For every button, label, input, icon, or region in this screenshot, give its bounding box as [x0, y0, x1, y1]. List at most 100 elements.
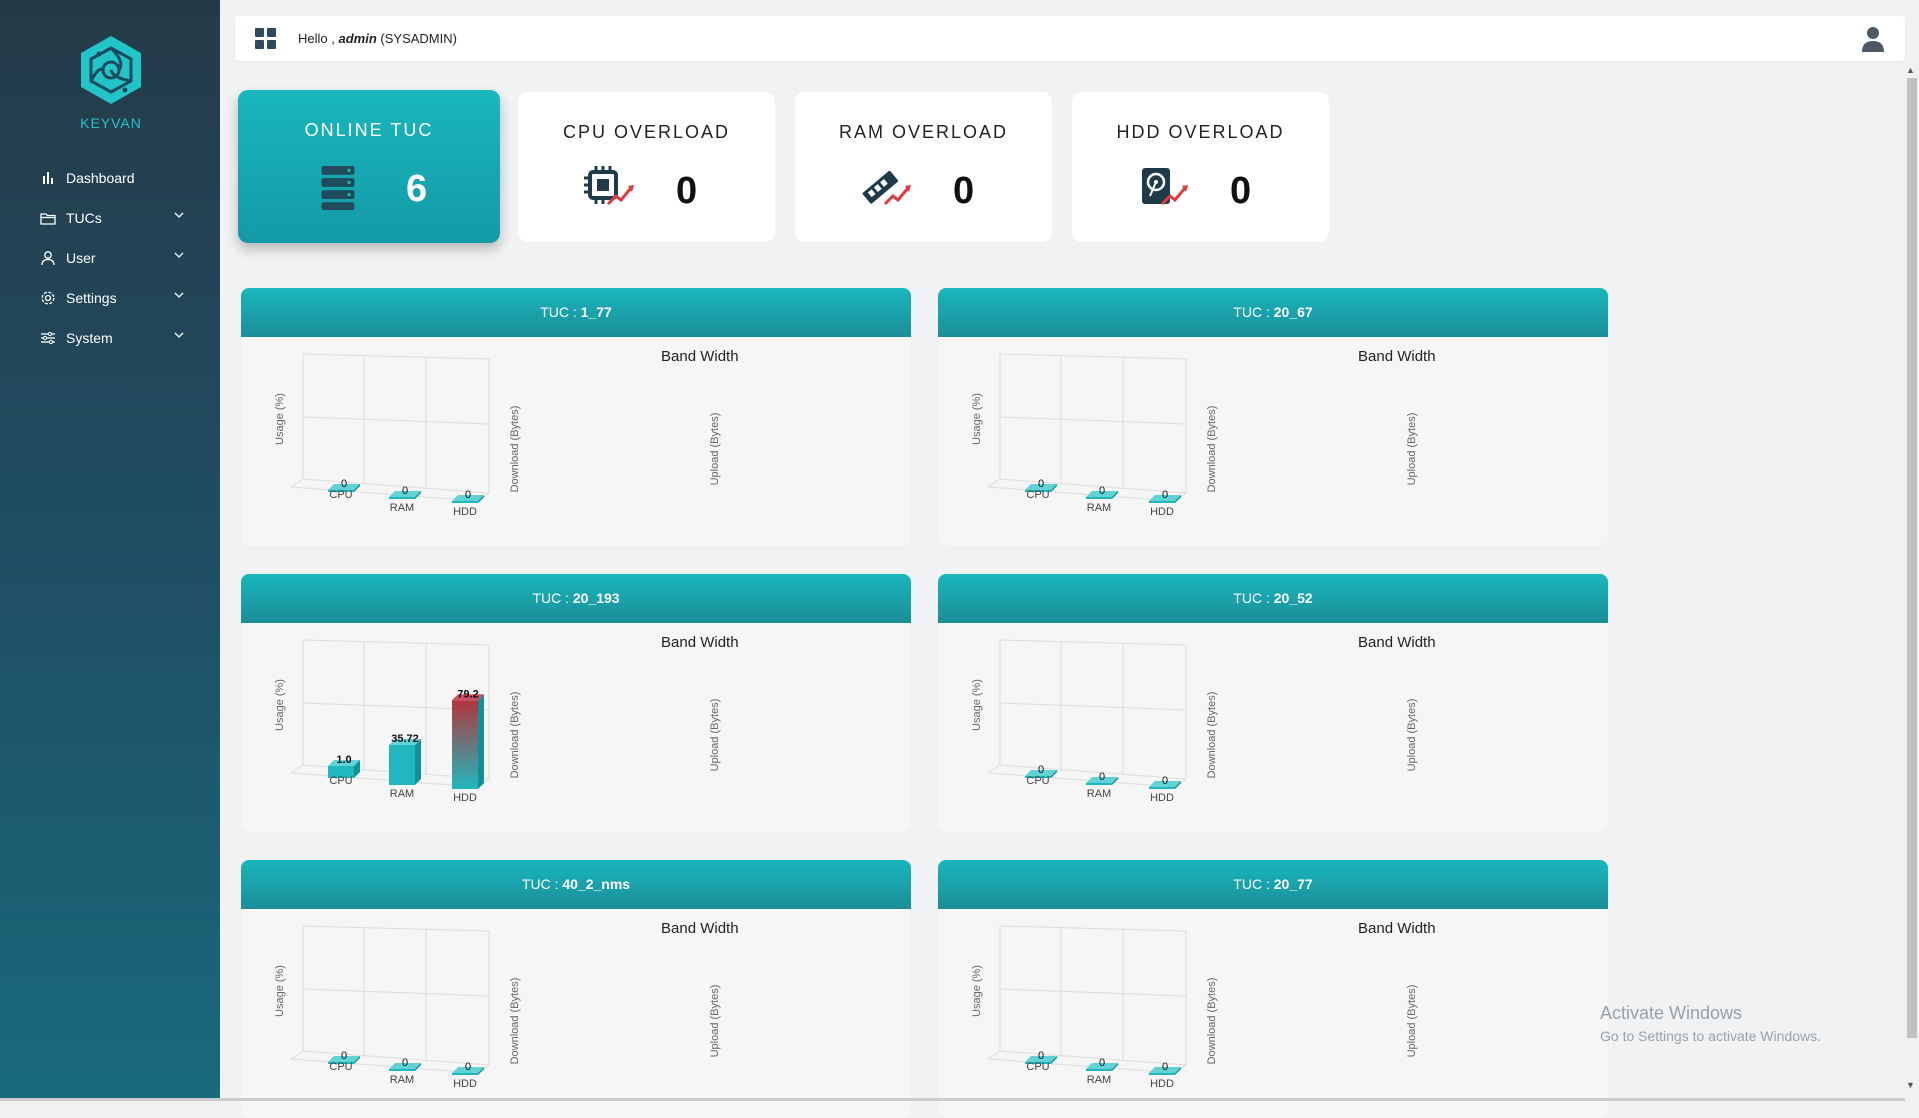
sidebar-item-system[interactable]: System: [0, 318, 220, 358]
tuc-name: 1_77: [580, 304, 612, 320]
bandwidth-chart-title: Band Width: [1358, 920, 1436, 937]
tuc-label-prefix: TUC :: [532, 590, 569, 606]
bar-top-hdd: [452, 495, 484, 501]
watermark-title: Activate Windows: [1600, 1003, 1743, 1023]
category-label: HDD: [453, 506, 477, 518]
category-label: RAM: [1087, 1074, 1111, 1086]
tuc-name: 20_67: [1273, 304, 1313, 320]
tuc-name: 20_193: [572, 590, 620, 606]
bar-value-label: 0: [1162, 775, 1168, 787]
scroll-down-arrow-icon[interactable]: ▼: [1906, 1080, 1915, 1090]
bar-top-cpu: [1025, 1056, 1057, 1062]
stat-title: RAM OVERLOAD: [838, 122, 1009, 142]
bandwidth-chart-title: Band Width: [661, 920, 739, 937]
bar-ram: [1086, 497, 1112, 499]
bar-side-cpu: [1051, 770, 1057, 778]
user-icon: [41, 251, 55, 266]
bar-side-hdd: [478, 1067, 484, 1075]
tuc-panel-header: TUC : 20_52: [938, 574, 1608, 623]
stat-card-ram-overload[interactable]: RAM OVERLOAD 0: [795, 92, 1052, 242]
user-account-icon[interactable]: [1861, 26, 1885, 52]
bar-cpu: [1025, 490, 1051, 492]
bar-chart-icon: [43, 172, 53, 184]
upload-axis-label: Upload (Bytes): [709, 699, 721, 772]
sidebar-item-user[interactable]: User: [0, 238, 220, 278]
bar-value-label: 0: [402, 1057, 408, 1069]
tuc-panel: TUC : 20_67 Band Width Usage (%) Download (…: [938, 288, 1608, 546]
usage-chart: Usage (%) Download (Bytes) Upload (Bytes) 0…: [274, 925, 721, 1090]
usage-chart: Usage (%) Download (Bytes) Upload (Bytes) 0…: [971, 925, 1418, 1090]
chart-grid: [987, 353, 1187, 502]
category-label: HDD: [1150, 506, 1174, 518]
usage-axis-label: Usage (%): [274, 965, 286, 1017]
stat-title: CPU OVERLOAD: [562, 122, 731, 142]
bar-top-cpu: [1025, 484, 1057, 490]
chart-grid: [987, 925, 1187, 1074]
cpu-overload-icon: [584, 166, 634, 206]
sidebar-item-tucs[interactable]: TUCs: [0, 198, 220, 238]
bar-top-ram: [389, 491, 421, 497]
sidebar-item-label: TUCs: [66, 210, 102, 226]
logo-icon: [81, 36, 141, 104]
bar-side-ram: [1112, 1063, 1118, 1071]
bar-side-cpu: [1051, 1056, 1057, 1064]
stat-value: 6: [406, 168, 428, 210]
bar-cpu: [1025, 1062, 1051, 1064]
bandwidth-chart-title: Band Width: [661, 634, 739, 651]
page-scrollbar-thumb[interactable]: [1907, 78, 1917, 1038]
top-bar: Hello , admin (SYSADMIN): [235, 16, 1905, 61]
apps-grid-icon[interactable]: [255, 28, 277, 50]
stat-card-cpu-overload[interactable]: CPU OVERLOAD 0: [518, 92, 775, 242]
scroll-up-arrow-icon[interactable]: ▲: [1906, 65, 1915, 75]
bar-ram: [389, 497, 415, 499]
category-label: HDD: [1150, 1078, 1174, 1090]
folder-icon: [40, 213, 56, 225]
hdd-overload-icon: [1142, 168, 1188, 206]
stat-card-online-tuc[interactable]: ONLINE TUC 6: [238, 90, 500, 243]
bar-top-hdd: [452, 694, 484, 701]
usage-chart: Usage (%) Download (Bytes) Upload (Bytes) 0…: [971, 639, 1418, 804]
download-axis-label: Download (Bytes): [1206, 692, 1218, 779]
category-label: CPU: [1026, 489, 1049, 501]
category-label: HDD: [453, 1078, 477, 1090]
category-label: HDD: [453, 792, 477, 804]
usage-axis-label: Usage (%): [971, 965, 983, 1017]
greeting-text: Hello ,: [298, 31, 335, 46]
bar-value-label: 0: [1162, 1061, 1168, 1073]
chevron-down-icon: [174, 212, 184, 218]
bar-top-ram: [389, 738, 421, 745]
stat-card-hdd-overload[interactable]: HDD OVERLOAD 0: [1072, 92, 1329, 242]
upload-axis-label: Upload (Bytes): [1406, 985, 1418, 1058]
category-label: CPU: [329, 775, 352, 787]
sidebar-item-dashboard[interactable]: Dashboard: [0, 158, 220, 198]
greeting: Hello , admin (SYSADMIN): [298, 31, 457, 46]
category-label: RAM: [390, 502, 414, 514]
bar-hdd: [1149, 501, 1175, 503]
tuc-label-prefix: TUC :: [1233, 876, 1270, 892]
bar-hdd: [1149, 1073, 1175, 1075]
tuc-panel-header: TUC : 20_67: [938, 288, 1608, 337]
upload-axis-label: Upload (Bytes): [1406, 699, 1418, 772]
tuc-panel-header: TUC : 40_2_nms: [241, 860, 911, 909]
usage-axis-label: Usage (%): [971, 393, 983, 445]
bar-ram: [1086, 783, 1112, 785]
bar-top-cpu: [328, 760, 360, 766]
tuc-panel: TUC : 20_193 Band Width Usage (%) Download …: [241, 574, 911, 832]
stat-title: ONLINE TUC: [304, 120, 434, 140]
bar-hdd: [452, 700, 478, 789]
bar-value-label: 0: [1099, 771, 1105, 783]
sidebar-item-settings[interactable]: Settings: [0, 278, 220, 318]
bar-side-cpu: [354, 760, 360, 778]
usage-chart: Usage (%) Download (Bytes) Upload (Bytes) 0…: [971, 353, 1418, 518]
chevron-down-icon: [174, 332, 184, 338]
category-label: HDD: [1150, 792, 1174, 804]
keyvan-logo[interactable]: KEYVAN: [72, 32, 150, 132]
bottom-border: [0, 1098, 1905, 1101]
tuc-label-prefix: TUC :: [1233, 590, 1270, 606]
server-icon: [321, 166, 355, 210]
category-label: RAM: [1087, 788, 1111, 800]
upload-axis-label: Upload (Bytes): [709, 985, 721, 1058]
bar-value-label: 79.2: [457, 688, 478, 700]
bar-side-hdd: [1175, 1067, 1181, 1075]
ram-overload-icon: [862, 170, 911, 206]
